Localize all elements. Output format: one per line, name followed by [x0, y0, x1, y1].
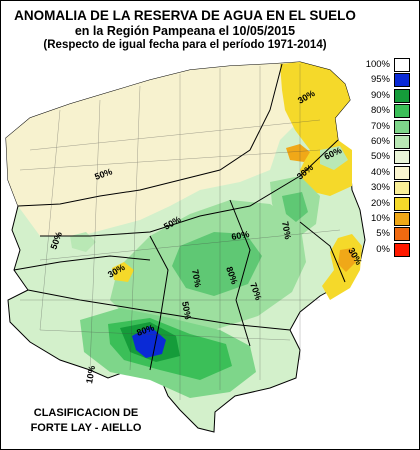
legend-label: 70% [370, 120, 390, 132]
legend-swatch [394, 196, 410, 211]
legend-swatch [394, 135, 410, 149]
legend-row: 50% [364, 150, 418, 165]
boundary-6 [229, 199, 251, 347]
region-north-cream [6, 62, 315, 236]
legend-label: 95% [370, 74, 390, 86]
legend-row: 100% [364, 58, 418, 72]
legend-row: 70% [364, 119, 418, 134]
title-line-1: ANOMALIA DE LA RESERVA DE AGUA EN EL SUE… [14, 8, 356, 23]
legend-label: 60% [370, 136, 390, 147]
legend-label: 30% [370, 182, 390, 194]
legend-label: 90% [370, 89, 390, 101]
legend-label: 40% [370, 166, 390, 178]
legend-swatch [394, 181, 410, 196]
legend-row: 90% [364, 88, 418, 103]
legend-swatch [394, 212, 410, 226]
legend-swatch [394, 242, 410, 257]
region-ne-orange [286, 144, 310, 162]
region-pocket-60b [320, 146, 348, 170]
title-line-3: (Respecto de igual fecha para el período… [43, 39, 327, 51]
contour-label-p: 60% [231, 229, 250, 242]
region-east-80 [282, 192, 308, 222]
legend-label: 100% [365, 59, 390, 70]
legend-row: 60% [364, 135, 418, 149]
title-line-2: en la Región Pampeana el 10/05/2015 [74, 24, 296, 38]
contour-label-o: 50% [180, 301, 193, 320]
legend-row: 10% [364, 212, 418, 226]
legend-swatch [394, 58, 410, 72]
region-pocket-60a [70, 232, 96, 252]
legend-swatch [394, 73, 410, 88]
legend-swatch [394, 104, 410, 119]
legend-swatch [394, 165, 410, 180]
contour-label-i: 70% [190, 269, 203, 288]
boundary-4 [27, 289, 291, 331]
legend-swatch [394, 227, 410, 242]
legend-label: 5% [376, 228, 390, 240]
legend-row: 40% [364, 165, 418, 180]
legend-row: 95% [364, 73, 418, 88]
region-east-orange [338, 248, 356, 272]
legend-label: 50% [370, 151, 390, 163]
legend-swatch [394, 150, 410, 165]
legend-row: 0% [364, 242, 418, 257]
legend-row: 80% [364, 104, 418, 119]
credit-line-1: CLASIFICACION DE [33, 407, 139, 419]
legend-row: 5% [364, 227, 418, 242]
region-pocket-30 [112, 262, 134, 282]
legend-label: 80% [370, 105, 390, 117]
boundary-5 [149, 235, 169, 371]
legend-label: 0% [376, 243, 390, 255]
contour-label-g: 70% [280, 221, 293, 240]
legend-swatch [394, 88, 410, 103]
boundary-3 [13, 255, 151, 271]
legend-swatch [394, 119, 410, 134]
boundary-7 [299, 221, 346, 283]
legend-label: 20% [370, 197, 390, 209]
legend-row: 20% [364, 196, 418, 211]
region-central-80 [172, 232, 262, 296]
contour-label-n: 10% [84, 365, 97, 384]
legend-row: 30% [364, 181, 418, 196]
credit-line-2: FORTE LAY - AIELLO [30, 422, 142, 434]
legend-label: 10% [370, 213, 390, 224]
